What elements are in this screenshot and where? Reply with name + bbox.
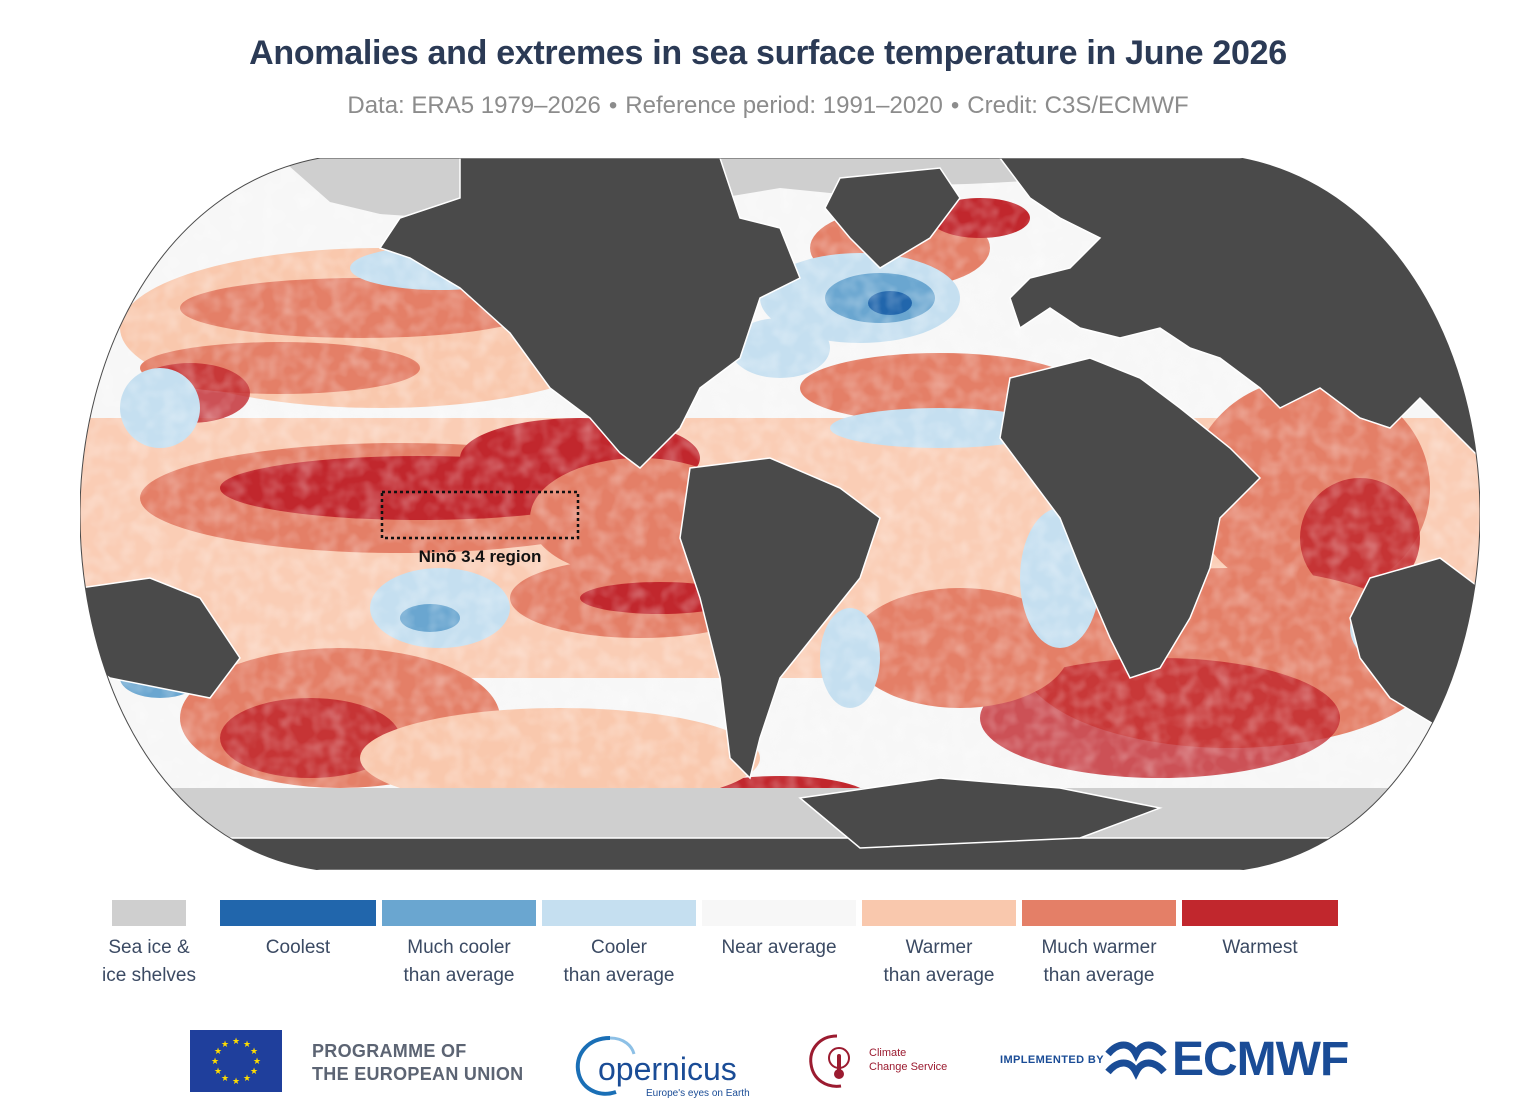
svg-text:★: ★	[232, 1037, 240, 1047]
map-title: Anomalies and extremes in sea surface te…	[249, 34, 1287, 72]
svg-text:★: ★	[250, 1067, 258, 1077]
legend-swatch-warmer	[862, 900, 1016, 926]
eu-programme-text: PROGRAMME OF THE EUROPEAN UNION	[312, 1040, 523, 1086]
legend-much-cooler: Much cooler than average	[382, 900, 536, 990]
legend-swatch-much-warmer	[1022, 900, 1176, 926]
svg-text:★: ★	[214, 1047, 222, 1057]
implemented-by-text: IMPLEMENTED BY	[1000, 1054, 1104, 1066]
legend-swatch-sea-ice	[112, 900, 186, 926]
world-map: Ninõ 3.4 region	[80, 158, 1480, 870]
map-subtitle: Data: ERA5 1979–2026 • Reference period: 1…	[0, 92, 1536, 120]
legend-swatch-warmest	[1182, 900, 1338, 926]
legend-swatch-much-cooler	[382, 900, 536, 926]
ecmwf-wordmark: ECMWF	[1172, 1033, 1349, 1086]
legend-label-cooler-2: than average	[563, 965, 675, 986]
nino34-region	[380, 490, 580, 540]
legend-cooler: Cooler than average	[542, 900, 696, 990]
legend-label-warmer-1: Warmer	[905, 937, 973, 958]
legend-label-much-warmer-1: Much warmer	[1041, 937, 1157, 958]
svg-text:★: ★	[211, 1057, 219, 1067]
legend-much-warmer: Much warmer than average	[1022, 900, 1176, 990]
legend-label-warmest-1: Warmest	[1222, 937, 1298, 958]
copernicus-logo: opernicus Europe's eyes on Earth	[570, 1026, 760, 1102]
legend-label-near-average-1: Near average	[721, 937, 837, 958]
c3s-logo: Climate Change Service	[805, 1030, 965, 1096]
svg-text:★: ★	[214, 1067, 222, 1077]
legend-swatch-cooler	[542, 900, 696, 926]
legend-label-much-cooler-2: than average	[403, 965, 515, 986]
legend-label-coolest-1: Coolest	[265, 937, 331, 958]
eu-text-line1: PROGRAMME OF	[312, 1041, 467, 1061]
svg-text:★: ★	[250, 1047, 258, 1057]
legend-label-much-warmer-2: than average	[1043, 965, 1155, 986]
legend-warmest: Warmest	[1182, 900, 1338, 962]
nino34-label: Ninõ 3.4 region	[419, 547, 542, 566]
copernicus-word: opernicus	[598, 1051, 737, 1087]
eu-text-line2: THE EUROPEAN UNION	[312, 1064, 524, 1084]
c3s-line1: Climate	[869, 1047, 906, 1059]
legend: Sea ice & ice shelves Coolest Much coole…	[0, 900, 1536, 1010]
subtitle-reference: Reference period: 1991–2020	[625, 92, 943, 119]
legend-label-warmer-2: than average	[883, 965, 995, 986]
legend-swatch-coolest	[220, 900, 376, 926]
legend-near-average: Near average	[702, 900, 856, 962]
copernicus-tagline: Europe's eyes on Earth	[646, 1088, 750, 1099]
subtitle-separator-2: •	[950, 92, 960, 119]
legend-label-cooler-1: Cooler	[591, 937, 647, 958]
svg-text:★: ★	[232, 1077, 240, 1087]
c3s-line2: Change Service	[869, 1061, 947, 1073]
svg-text:★: ★	[221, 1040, 229, 1050]
globe-outline	[80, 158, 1480, 870]
svg-text:★: ★	[243, 1074, 251, 1084]
legend-swatch-near-average	[702, 900, 856, 926]
eu-flag-icon: ★ ★ ★ ★ ★ ★ ★ ★ ★ ★ ★ ★	[190, 1030, 282, 1092]
subtitle-data: Data: ERA5 1979–2026	[347, 92, 601, 119]
legend-coolest: Coolest	[220, 900, 376, 962]
legend-label-sea-ice-1: Sea ice &	[108, 937, 190, 958]
subtitle-credit: Credit: C3S/ECMWF	[967, 92, 1189, 119]
landmasses	[80, 158, 1480, 870]
svg-text:★: ★	[253, 1057, 261, 1067]
legend-sea-ice: Sea ice & ice shelves	[102, 900, 196, 990]
svg-text:★: ★	[243, 1040, 251, 1050]
svg-text:★: ★	[221, 1074, 229, 1084]
footer-logos: ★ ★ ★ ★ ★ ★ ★ ★ ★ ★ ★ ★ PROGRAMME OF THE EUROPEA…	[0, 1020, 1536, 1112]
subtitle-separator-1: •	[608, 92, 618, 119]
ecmwf-waves-icon	[1104, 1040, 1168, 1084]
legend-label-sea-ice-2: ice shelves	[102, 965, 196, 986]
legend-warmer: Warmer than average	[862, 900, 1016, 990]
legend-label-much-cooler-1: Much cooler	[407, 937, 511, 958]
